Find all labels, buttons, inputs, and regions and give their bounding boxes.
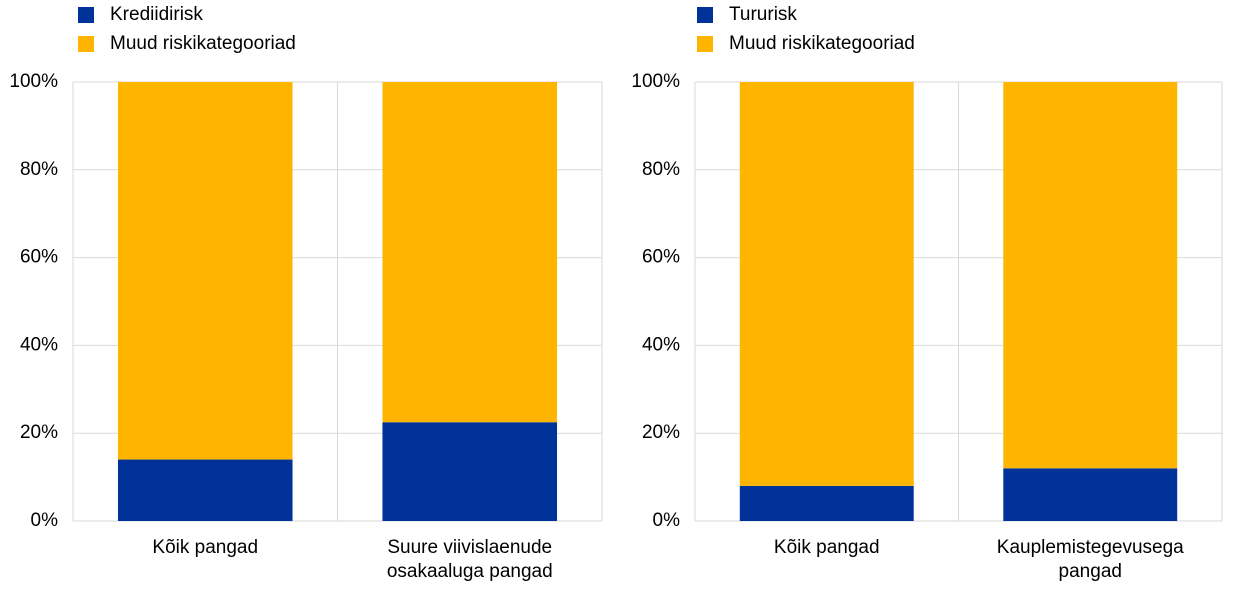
y-tick-label: 40% bbox=[20, 334, 58, 355]
legend-swatch bbox=[78, 36, 94, 52]
x-tick-label: Kauplemistegevusega pangad bbox=[996, 537, 1184, 582]
y-tick-label: 80% bbox=[20, 159, 58, 180]
legend-label: Muud riskikategooriad bbox=[110, 33, 296, 54]
y-tick-label: 100% bbox=[631, 71, 680, 92]
legend-swatch bbox=[697, 7, 713, 23]
y-tick-label: 0% bbox=[653, 510, 681, 531]
x-tick-label: Suure viivislaenude osakaaluga pangad bbox=[386, 537, 553, 582]
bar-segment bbox=[117, 459, 293, 521]
y-tick-label: 60% bbox=[20, 247, 58, 268]
y-tick-label: 20% bbox=[642, 422, 680, 443]
y-tick-label: 80% bbox=[642, 159, 680, 180]
bar-segment bbox=[739, 485, 914, 521]
y-tick-label: 60% bbox=[642, 247, 680, 268]
bar-segment bbox=[1003, 82, 1178, 469]
legend-label: Tururisk bbox=[729, 4, 797, 25]
bar-segment bbox=[382, 82, 558, 423]
y-tick-label: 40% bbox=[642, 334, 680, 355]
legend-label: Muud riskikategooriad bbox=[729, 33, 915, 54]
x-tick-label: Kõik pangad bbox=[773, 537, 880, 558]
legend-label: Krediidirisk bbox=[110, 4, 203, 25]
x-tick-label: Kõik pangad bbox=[152, 537, 259, 558]
y-tick-label: 20% bbox=[20, 422, 58, 443]
legend-swatch bbox=[78, 7, 94, 23]
y-tick-label: 0% bbox=[31, 510, 59, 531]
legend-swatch bbox=[697, 36, 713, 52]
y-tick-label: 100% bbox=[9, 71, 58, 92]
bar-segment bbox=[382, 422, 558, 521]
bar-segment bbox=[117, 82, 293, 460]
bar-segment bbox=[1003, 468, 1178, 521]
bar-segment bbox=[739, 82, 914, 486]
